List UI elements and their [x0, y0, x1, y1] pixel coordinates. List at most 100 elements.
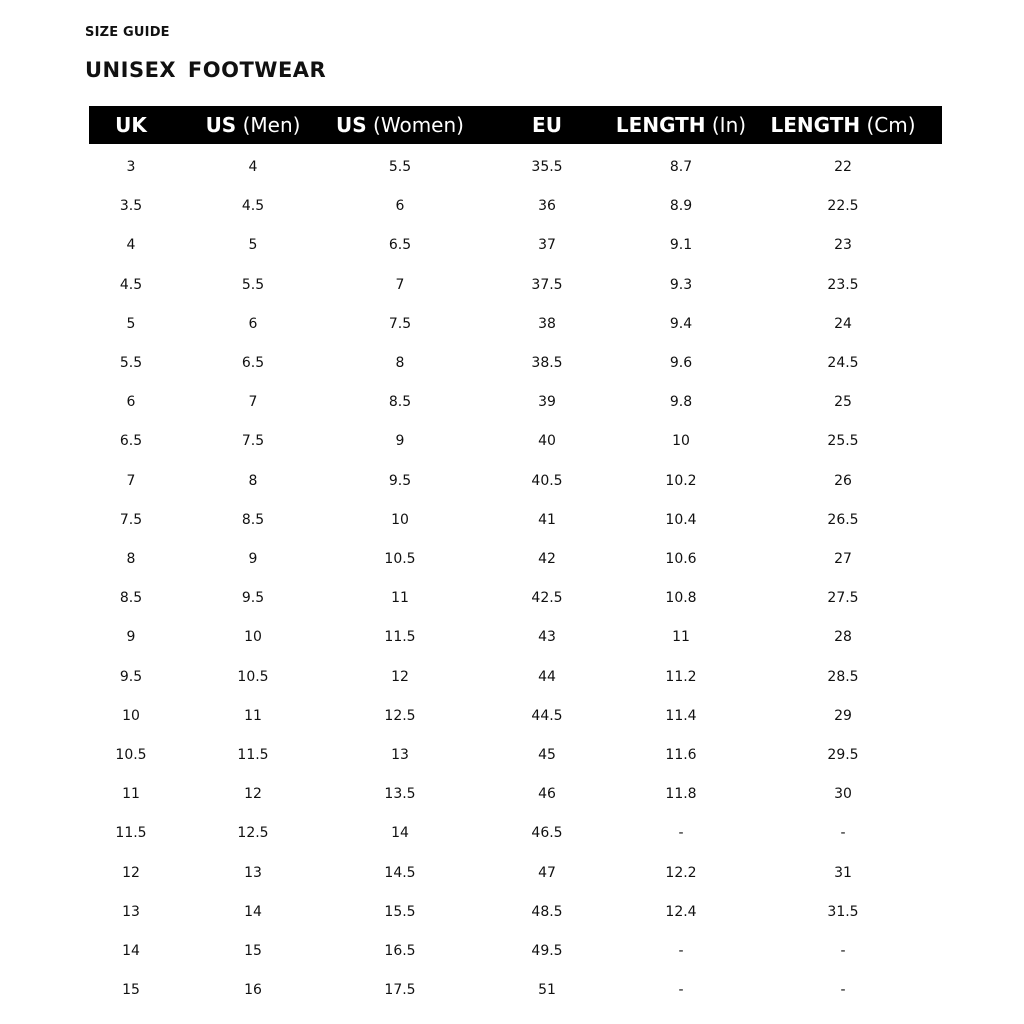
- table-cell: 9.5: [119, 668, 143, 685]
- table-cell: 11.5: [237, 747, 269, 763]
- table-cell: 10: [244, 629, 262, 646]
- table-cell: 40: [538, 433, 556, 450]
- column-header-unit: (Women): [366, 113, 464, 137]
- table-cell: 12.2: [665, 864, 697, 881]
- table-cell: 14.5: [384, 864, 416, 881]
- table-cell: 41: [538, 511, 556, 528]
- column-header-unit: (In): [705, 113, 747, 137]
- table-cell: 6: [395, 198, 405, 215]
- page-kicker: SIZE GUIDE: [85, 25, 170, 40]
- table-cell: 10: [122, 707, 140, 724]
- table-cell: 25: [834, 394, 852, 411]
- table-cell: 6.5: [388, 237, 412, 254]
- table-cell: 44.5: [531, 707, 563, 724]
- table-cell: 9: [248, 551, 258, 567]
- table-cell: 15.5: [384, 903, 416, 920]
- table-cell: 7: [395, 276, 405, 293]
- table-cell: 9.8: [669, 394, 693, 411]
- table-cell: 51: [538, 982, 556, 999]
- table-cell: 5: [248, 237, 258, 254]
- table-cell: 12: [122, 864, 140, 881]
- table-cell: 10.5: [384, 551, 416, 567]
- table-cell: 45: [538, 747, 556, 763]
- table-cell: 8: [248, 472, 258, 489]
- table-cell: 31.5: [827, 903, 859, 920]
- table-cell: 15: [122, 982, 140, 999]
- table-cell: 9.1: [669, 237, 693, 254]
- column-header: LENGTH (Cm): [770, 106, 915, 144]
- table-cell: 7.5: [241, 433, 265, 450]
- table-cell: 7.5: [119, 511, 143, 528]
- column-header-unit: (Men): [236, 113, 301, 137]
- table-cell: 8: [126, 551, 136, 567]
- table-cell: 22.5: [827, 198, 859, 215]
- table-cell: 39: [538, 394, 556, 411]
- table-cell: 11.2: [665, 668, 697, 685]
- table-cell: 38: [538, 315, 556, 332]
- table-cell: 10: [391, 511, 409, 528]
- table-cell: 11.8: [665, 786, 697, 803]
- table-cell: 11.6: [665, 747, 697, 763]
- table-cell: 9.4: [669, 315, 693, 332]
- table-cell: 12.4: [665, 903, 697, 920]
- table-cell: 10.4: [665, 511, 697, 528]
- table-cell: 48.5: [531, 903, 563, 920]
- table-cell: 10.2: [665, 472, 697, 489]
- table-cell: 29: [834, 707, 852, 724]
- table-cell: 9.5: [388, 472, 412, 489]
- table-cell: 43: [538, 629, 556, 646]
- table-cell: 24.5: [827, 355, 859, 371]
- table-cell: 13: [122, 903, 140, 920]
- table-cell: 23.5: [827, 276, 859, 293]
- column-header-bold: LENGTH: [615, 113, 706, 137]
- table-cell: -: [840, 982, 846, 999]
- table-cell: 35.5: [531, 159, 563, 175]
- table-cell: 26.5: [827, 511, 859, 528]
- table-cell: 5.5: [119, 355, 143, 371]
- table-cell: 9.6: [669, 355, 693, 371]
- table-cell: 6: [248, 315, 258, 332]
- table-cell: 13.5: [384, 786, 416, 803]
- table-cell: 16: [244, 982, 262, 999]
- table-cell: 11: [391, 590, 409, 607]
- table-cell: 11.5: [384, 629, 416, 646]
- table-cell: 49.5: [531, 943, 563, 959]
- column-header-bold: LENGTH: [770, 113, 861, 137]
- table-cell: 30: [834, 786, 852, 803]
- table-cell: 38.5: [531, 355, 563, 371]
- table-cell: 14: [122, 943, 140, 959]
- table-cell: 36: [538, 198, 556, 215]
- table-cell: 8.5: [119, 590, 143, 607]
- table-cell: 31: [834, 864, 852, 881]
- table-cell: 14: [244, 903, 262, 920]
- table-cell: 13: [391, 747, 409, 763]
- table-cell: 40.5: [531, 472, 563, 489]
- table-cell: 11: [244, 707, 262, 724]
- table-cell: 7.5: [388, 315, 412, 332]
- table-cell: 44: [538, 668, 556, 685]
- table-cell: 12: [244, 786, 262, 803]
- column-header-bold: UK: [115, 113, 147, 137]
- table-header: UK US (Men) US (Women) EU LENGTH (In) LENGTH …: [89, 106, 942, 144]
- table-cell: 6.5: [119, 433, 143, 450]
- table-cell: 6.5: [241, 355, 265, 371]
- table-cell: 9: [126, 629, 136, 646]
- table-cell: 42.5: [531, 590, 563, 607]
- table-cell: 26: [834, 472, 852, 489]
- column-header: UK: [115, 106, 147, 144]
- table-cell: 12: [391, 668, 409, 685]
- table-cell: 37.5: [531, 276, 563, 293]
- table-cell: 6: [126, 394, 136, 411]
- table-cell: 13: [244, 864, 262, 881]
- column-header-bold: EU: [532, 113, 562, 137]
- table-cell: 22: [834, 159, 852, 175]
- column-header: US (Women): [336, 106, 464, 144]
- table-cell: 10.8: [665, 590, 697, 607]
- table-cell: 8: [395, 355, 405, 371]
- table-cell: 9.3: [669, 276, 693, 293]
- table-cell: -: [840, 825, 846, 842]
- column-header: EU: [532, 106, 562, 144]
- table-cell: 3.5: [119, 198, 143, 215]
- table-cell: 5: [126, 315, 136, 332]
- table-cell: 27.5: [827, 590, 859, 607]
